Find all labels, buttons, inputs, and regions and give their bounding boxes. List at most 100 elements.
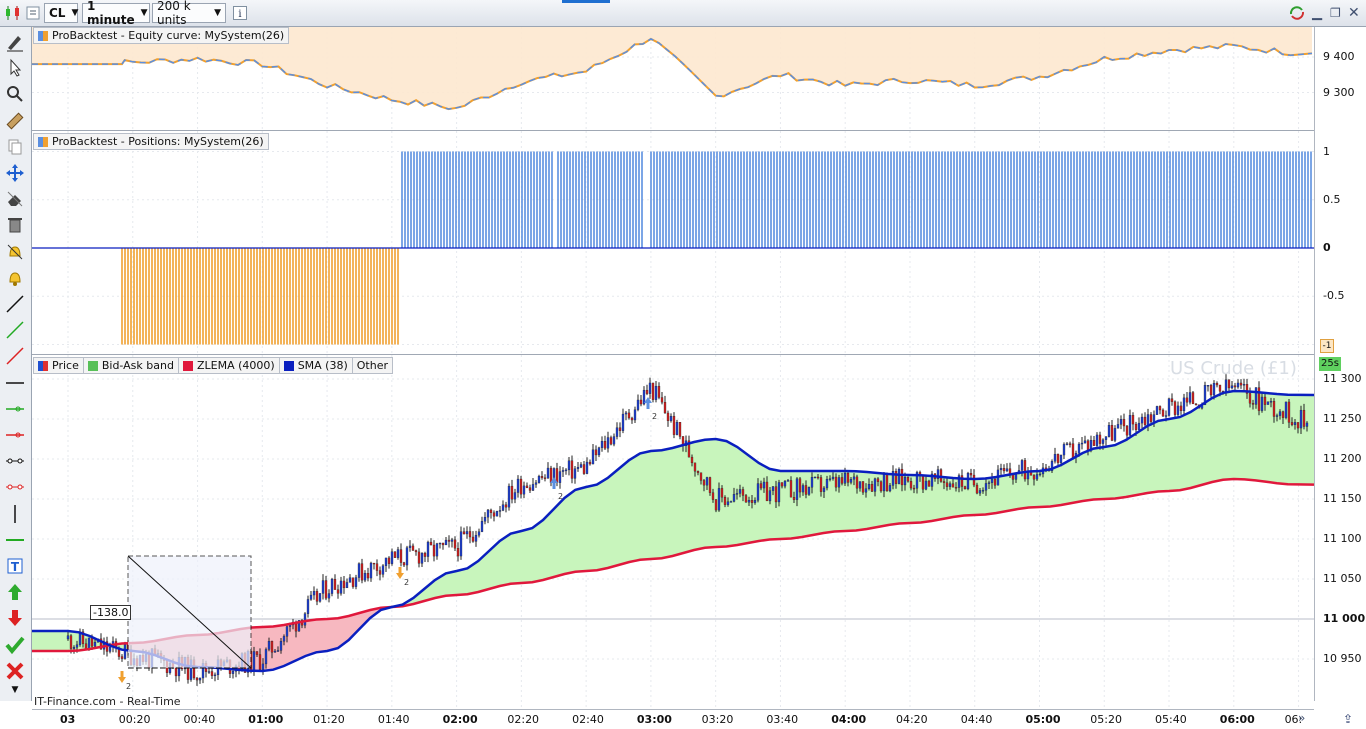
equity-panel-title[interactable]: ProBacktest - Equity curve: MySystem(26) bbox=[33, 27, 290, 44]
red-line-icon[interactable] bbox=[4, 345, 26, 367]
segment-icon[interactable] bbox=[4, 450, 26, 472]
legend-price[interactable]: Price bbox=[34, 358, 84, 373]
candle-up bbox=[888, 485, 892, 492]
text-tool-icon[interactable]: T bbox=[4, 555, 26, 577]
scroll-right-icon[interactable]: » bbox=[1298, 711, 1306, 725]
restore-icon[interactable]: ❐ bbox=[1330, 6, 1341, 20]
candle-down bbox=[627, 412, 631, 419]
candle-up bbox=[897, 468, 901, 484]
candle-up bbox=[1230, 385, 1234, 389]
candle-up bbox=[522, 485, 526, 495]
alert-icon[interactable] bbox=[4, 267, 26, 289]
horizontal-line-icon[interactable] bbox=[4, 372, 26, 394]
candle-down bbox=[258, 654, 262, 670]
candle-up bbox=[1059, 454, 1063, 463]
move-icon[interactable] bbox=[4, 162, 26, 184]
candle-up bbox=[1284, 401, 1288, 418]
time-tick-label: 00:20 bbox=[118, 713, 151, 726]
candle-down bbox=[1191, 392, 1195, 405]
candle-up bbox=[990, 478, 994, 483]
eraser-icon[interactable] bbox=[4, 188, 26, 210]
zlema-swatch bbox=[182, 360, 193, 371]
green-hline-icon[interactable] bbox=[4, 398, 26, 420]
time-tick-label: 05:40 bbox=[1155, 713, 1187, 726]
legend-sma[interactable]: SMA (38) bbox=[280, 358, 353, 373]
positions-chart[interactable] bbox=[32, 131, 1314, 355]
candle-down bbox=[1002, 468, 1006, 472]
more-tools-icon[interactable]: ▼ bbox=[11, 685, 19, 695]
green-line-icon[interactable] bbox=[4, 319, 26, 341]
candle-down bbox=[840, 477, 844, 484]
minimize-icon[interactable]: ▁ bbox=[1312, 5, 1322, 21]
candle-up bbox=[420, 552, 424, 564]
scroll-end-icon[interactable]: ⇪ bbox=[1343, 712, 1354, 726]
candle-up bbox=[915, 472, 919, 489]
candlestick-icon[interactable] bbox=[4, 3, 24, 23]
candle-down bbox=[1161, 409, 1165, 417]
alert-off-icon[interactable] bbox=[4, 241, 26, 263]
price-chart[interactable]: 2 2 2 2 bbox=[32, 355, 1314, 709]
sell-arrow-icon[interactable] bbox=[4, 607, 26, 629]
trade-count-label: 2 bbox=[404, 578, 409, 587]
checkmark-icon[interactable] bbox=[4, 634, 26, 656]
vertical-line-icon[interactable] bbox=[4, 503, 26, 525]
time-tick-label: 01:40 bbox=[377, 713, 410, 726]
candle-down bbox=[618, 427, 622, 431]
candle-up bbox=[450, 539, 454, 542]
candle-up bbox=[867, 484, 871, 489]
pencil-icon[interactable] bbox=[4, 31, 26, 53]
red-segment-icon[interactable] bbox=[4, 476, 26, 498]
candle-up bbox=[345, 582, 349, 589]
candle-down bbox=[519, 478, 523, 495]
candle-down bbox=[1296, 422, 1300, 429]
units-selector[interactable]: 200 k units ▼ bbox=[152, 0, 226, 27]
candle-up bbox=[1242, 384, 1246, 386]
candle-down bbox=[1110, 425, 1114, 441]
candle-up bbox=[573, 468, 577, 479]
equity-title-text: ProBacktest - Equity curve: MySystem(26) bbox=[52, 29, 285, 42]
candle-down bbox=[393, 551, 397, 558]
pointer-icon[interactable] bbox=[4, 57, 26, 79]
cross-icon[interactable] bbox=[4, 660, 26, 682]
candle-up bbox=[567, 460, 571, 471]
candle-down bbox=[447, 539, 451, 542]
candle-up bbox=[1107, 425, 1111, 437]
equity-curve-chart[interactable] bbox=[32, 27, 1314, 131]
positions-panel-title[interactable]: ProBacktest - Positions: MySystem(26) bbox=[33, 133, 269, 150]
candle-up bbox=[747, 500, 751, 503]
candle-up bbox=[591, 449, 595, 465]
candle-down bbox=[387, 557, 391, 564]
buy-arrow-icon[interactable] bbox=[4, 581, 26, 603]
chart-settings-icon[interactable] bbox=[26, 3, 42, 23]
candle-up bbox=[621, 413, 625, 431]
units-label: 200 k units bbox=[157, 0, 191, 27]
legend-other[interactable]: Other bbox=[353, 358, 392, 373]
candle-up bbox=[1212, 382, 1216, 396]
legend-bid-ask[interactable]: Bid-Ask band bbox=[84, 358, 179, 373]
copy-icon[interactable] bbox=[4, 136, 26, 158]
close-icon[interactable]: ✕ bbox=[1348, 5, 1360, 21]
legend-zlema[interactable]: ZLEMA (4000) bbox=[179, 358, 280, 373]
candle-up bbox=[891, 471, 895, 486]
green-dash-icon[interactable] bbox=[4, 529, 26, 551]
candle-up bbox=[852, 476, 856, 480]
svg-text:T: T bbox=[11, 560, 20, 574]
candle-down bbox=[414, 550, 418, 553]
red-hline-icon[interactable] bbox=[4, 424, 26, 446]
zoom-icon[interactable] bbox=[4, 83, 26, 105]
timeframe-selector[interactable]: 1 minute ▼ bbox=[82, 0, 150, 27]
time-axis[interactable]: 03 00:20 00:40 01:00 01:20 01:40 02:00 02:20 02:… bbox=[32, 709, 1314, 729]
candle-down bbox=[588, 461, 592, 465]
legend-other-label: Other bbox=[356, 359, 388, 372]
trash-icon[interactable] bbox=[4, 214, 26, 236]
candle-up bbox=[771, 486, 775, 491]
candle-down bbox=[360, 563, 364, 581]
line-tool-icon[interactable] bbox=[4, 293, 26, 315]
symbol-selector[interactable]: CL ▼ bbox=[44, 3, 78, 23]
ruler-icon[interactable] bbox=[4, 110, 26, 132]
refresh-icon[interactable] bbox=[1288, 3, 1306, 23]
candle-down bbox=[834, 476, 838, 488]
info-icon[interactable]: i bbox=[231, 3, 249, 23]
candle-down bbox=[672, 416, 676, 435]
zlema-line bbox=[32, 477, 1314, 653]
